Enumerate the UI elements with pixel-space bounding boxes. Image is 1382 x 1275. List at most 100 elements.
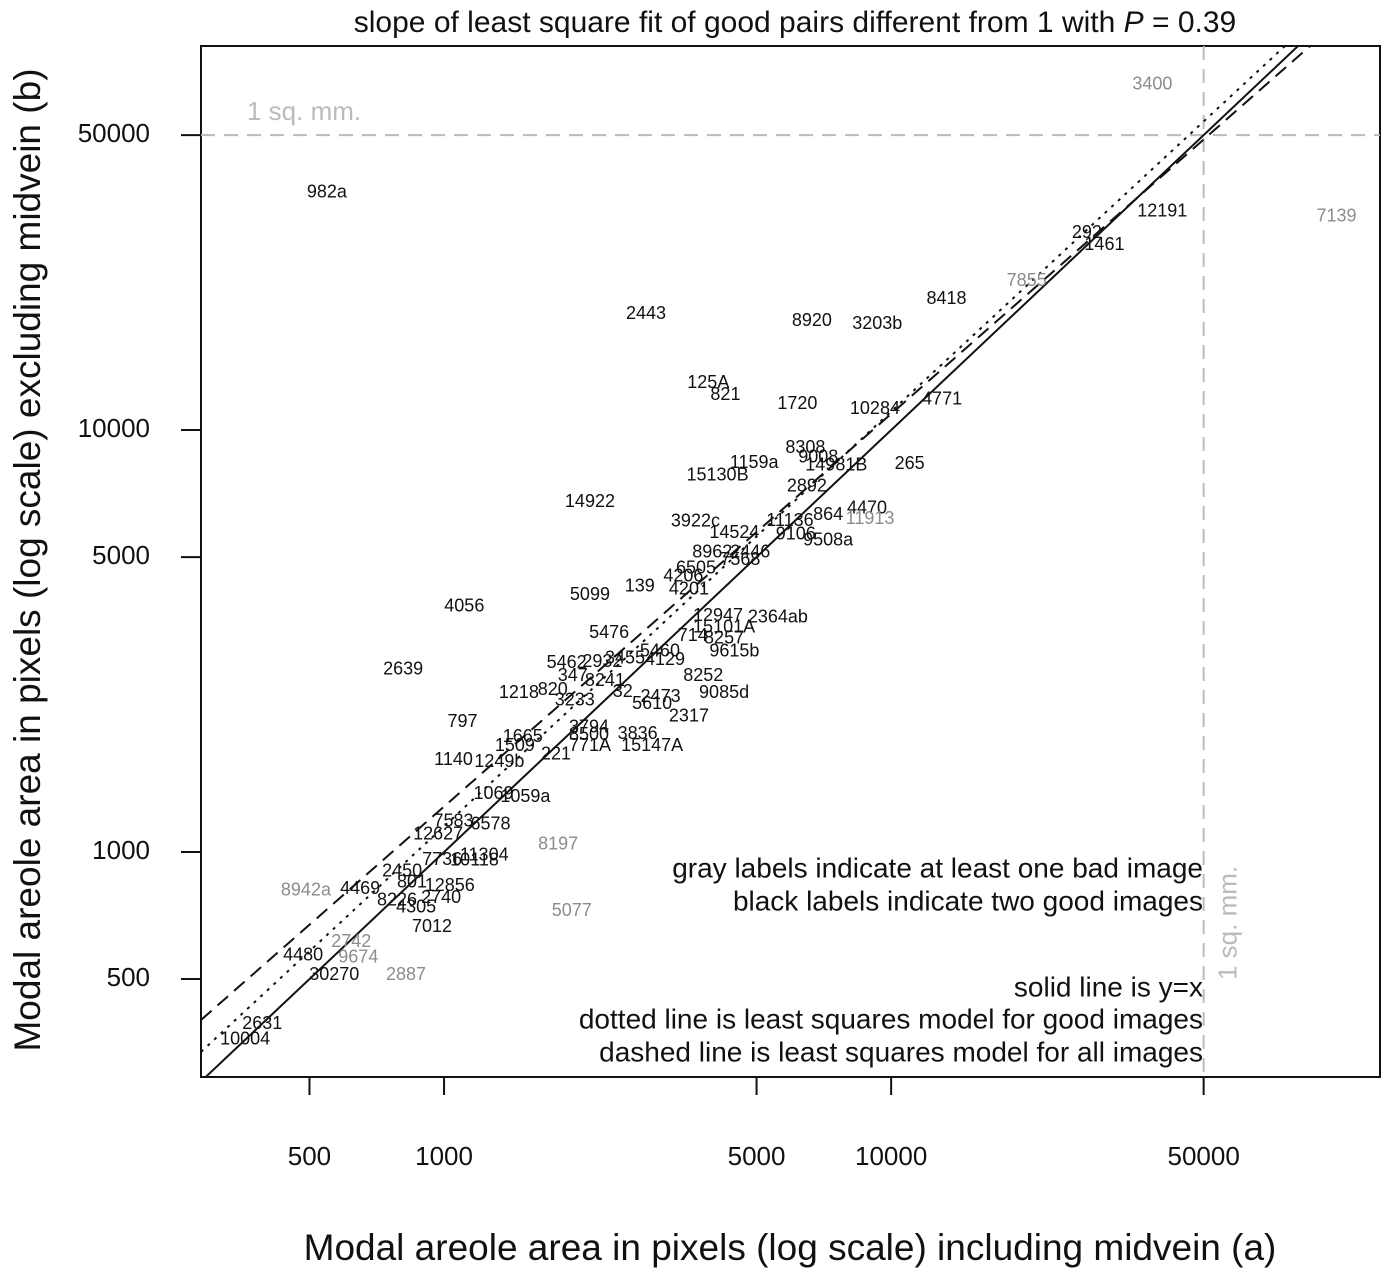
point-label: 7139 <box>1316 206 1356 226</box>
point-label: 2317 <box>669 706 709 726</box>
fit-line <box>201 46 1286 1053</box>
point-label: 3836 <box>618 723 658 743</box>
point-label: 801 <box>397 872 427 892</box>
point-label: 1159a <box>730 452 780 472</box>
point-label: 2631 <box>242 1013 282 1033</box>
point-label: 2443 <box>626 303 666 323</box>
point-label: 8226 <box>377 890 417 910</box>
point-label: 1665 <box>503 726 543 746</box>
point-label: 2450 <box>382 861 422 881</box>
point-label: 4469 <box>340 878 380 898</box>
point-label: 12627 <box>413 823 463 843</box>
point-label: 7012 <box>412 916 452 936</box>
point-label: 982a <box>307 182 348 202</box>
x-tick-label: 10000 <box>855 1141 927 1171</box>
point-label: 14524 <box>709 522 759 542</box>
x-tick-label: 50000 <box>1167 1141 1239 1171</box>
point-label: 9674 <box>338 946 378 966</box>
point-label: 771A <box>569 735 611 755</box>
point-label: 8920 <box>792 310 832 330</box>
point-label: 6578 <box>470 814 510 834</box>
point-label: 347 <box>558 665 588 685</box>
y-tick-label: 500 <box>107 962 150 992</box>
point-label: 821 <box>710 384 740 404</box>
point-label: 12947 <box>693 605 743 625</box>
point-label: 3233 <box>555 690 595 710</box>
point-label: 797 <box>448 711 478 731</box>
point-label: 4206 <box>663 566 703 586</box>
fit-line <box>204 46 1300 1077</box>
point-label: 9008 <box>798 447 838 467</box>
fit-line <box>201 46 1311 1021</box>
point-label: 5460 <box>640 641 680 661</box>
point-label: 3400 <box>1132 74 1172 94</box>
point-label: 4056 <box>444 596 484 616</box>
point-label: 2932 <box>582 651 622 671</box>
point-label: 1509 <box>495 735 535 755</box>
point-label: 1218 <box>499 682 539 702</box>
point-label: 8257 <box>704 628 744 648</box>
annotation: dotted line is least squares model for g… <box>579 1003 1203 1034</box>
point-label: 3455 <box>605 648 645 668</box>
x-tick-label: 500 <box>288 1141 331 1171</box>
y-tick-label: 50000 <box>78 118 150 148</box>
point-label: 4201 <box>669 579 709 599</box>
annotation: gray labels indicate at least one bad im… <box>672 852 1203 883</box>
y-axis-label: Modal areole area in pixels (log scale) … <box>7 68 48 1051</box>
point-label: 8942a <box>281 880 332 900</box>
point-label: 10284 <box>850 398 900 418</box>
x-axis-label: Modal areole area in pixels (log scale) … <box>304 1227 1277 1268</box>
point-label: 4129 <box>645 649 685 669</box>
title-suffix: = 0.39 <box>1144 6 1237 39</box>
point-label: 9085d <box>699 682 749 702</box>
title-text: slope of least square fit of good pairs … <box>354 6 1124 39</box>
point-label: 15101A <box>693 617 755 637</box>
point-label: 10118 <box>450 850 499 870</box>
point-label: 2364ab <box>748 607 808 627</box>
point-label: 2446 <box>730 541 770 561</box>
point-label: 9106 <box>776 524 816 544</box>
point-label: 4305 <box>396 897 436 917</box>
point-label: 139 <box>625 576 655 596</box>
point-label: 3794 <box>569 717 609 737</box>
point-label: 10004 <box>220 1029 270 1049</box>
point-label: 12191 <box>1137 201 1187 221</box>
point-label: 8252 <box>683 665 723 685</box>
point-label: 7736 <box>422 849 462 869</box>
annotation: solid line is y=x <box>1014 971 1203 1002</box>
annotation: dashed line is least squares model for a… <box>599 1036 1203 1067</box>
point-label: 1140 <box>434 749 473 769</box>
point-label: 8500 <box>569 724 609 744</box>
point-label: 14922 <box>565 491 615 511</box>
x-tick-label: 1000 <box>415 1141 473 1171</box>
point-label: 3203b <box>852 313 902 333</box>
point-label: 7568 <box>720 549 760 569</box>
point-label: 5462 <box>547 652 587 672</box>
annotation: black labels indicate two good images <box>733 885 1203 916</box>
point-label: 2887 <box>386 964 426 984</box>
point-label: 4771 <box>922 388 962 408</box>
point-label: 30270 <box>309 964 359 984</box>
y-tick-label: 10000 <box>78 413 150 443</box>
point-label: 2639 <box>383 659 423 679</box>
point-label: 8418 <box>926 288 966 308</box>
reference-label: 1 sq. mm. <box>247 96 361 126</box>
reference-label: 1 sq. mm. <box>1213 866 1243 980</box>
point-label: 11304 <box>460 845 509 865</box>
y-tick-label: 1000 <box>92 835 150 865</box>
point-label: 9508a <box>803 530 854 550</box>
point-label: 11136 <box>766 510 813 530</box>
point-label: 5099 <box>570 584 610 604</box>
point-label: 1461 <box>1084 234 1124 254</box>
point-label: 714 <box>678 625 708 645</box>
point-label: 11913 <box>846 508 895 528</box>
point-label: 1059a <box>500 786 551 806</box>
point-label: 15147A <box>621 735 683 755</box>
point-label: 7855 <box>1007 270 1047 290</box>
point-label: 4470 <box>847 498 887 518</box>
point-label: 4480 <box>283 944 323 964</box>
point-label: 5476 <box>589 622 629 642</box>
point-label: 8308 <box>785 437 825 457</box>
